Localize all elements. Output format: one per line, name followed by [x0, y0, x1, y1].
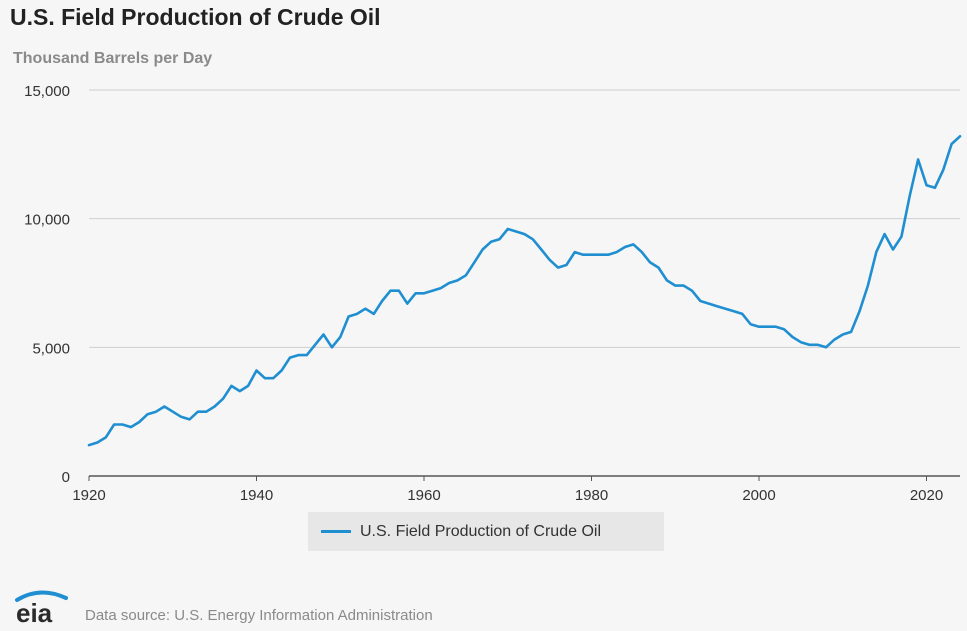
- y-tick-label: 5,000: [32, 340, 70, 357]
- chart-title: U.S. Field Production of Crude Oil: [10, 4, 381, 30]
- eia-logo-icon: eia: [15, 590, 68, 626]
- y-tick-label: 10,000: [24, 212, 70, 229]
- x-tick-label: 2000: [742, 487, 775, 500]
- x-tick-label: 1940: [240, 487, 273, 500]
- data-source: Data source: U.S. Energy Information Adm…: [85, 607, 433, 624]
- x-tick-label: 1960: [407, 487, 440, 500]
- y-tick-label: 0: [62, 469, 70, 486]
- legend-label: U.S. Field Production of Crude Oil: [360, 522, 601, 540]
- legend: U.S. Field Production of Crude Oil: [308, 512, 664, 551]
- units-label: Thousand Barrels per Day: [13, 50, 213, 67]
- y-tick-label: 15,000: [24, 83, 70, 100]
- legend-swatch: [321, 530, 351, 533]
- svg-text:eia: eia: [16, 598, 53, 626]
- x-tick-label: 1920: [72, 487, 105, 500]
- line-chart: 0 5,000 10,000 15,000 1920 1940 1960 1980 2000 20…: [24, 83, 962, 500]
- series-line: [87, 135, 962, 447]
- x-tick-label: 2020: [910, 487, 943, 500]
- x-tick-label: 1980: [575, 487, 608, 500]
